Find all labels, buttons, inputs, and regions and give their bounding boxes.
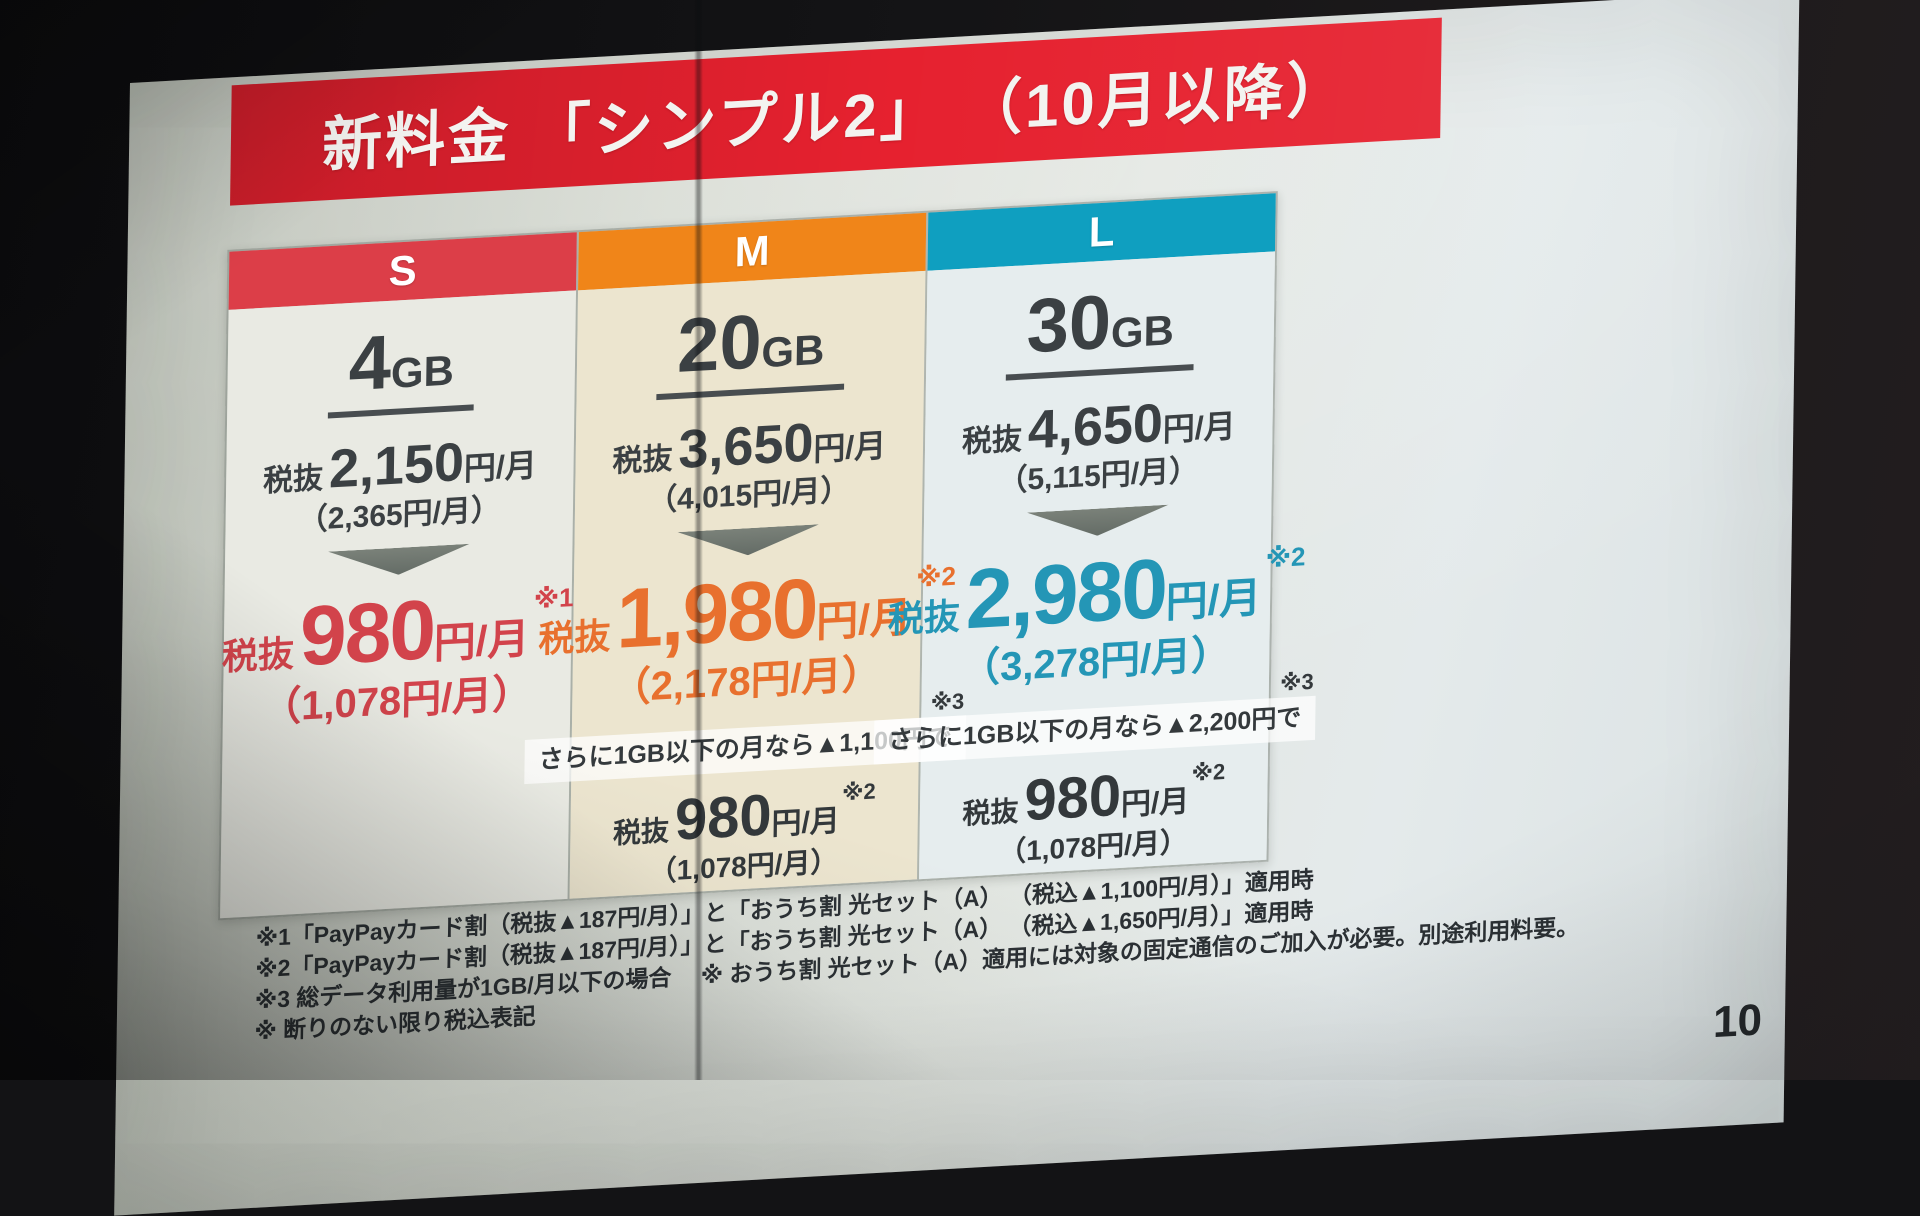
price-footnote-marker: ※1 [533,582,574,615]
per-month-label: 円/月 [1120,784,1190,822]
per-month-label: 円/月 [813,427,887,468]
plan-tier-label: S [388,246,418,295]
projection-screen: 新料金 「シンプル2」 （10月以降） S 4GB 税抜 2,150円/月 （2,… [114,0,1800,1216]
data-allowance: 30GB [1006,280,1195,381]
low-price-value: 980 [1024,762,1122,833]
old-price-tax-incl: （5,115円/月） [997,453,1200,499]
price-footnote-marker: ※2 [841,777,876,805]
plan-column-l: L 30GB 税抜 4,650円/月 （5,115円/月） 税抜2,980円/月※… [873,193,1316,880]
per-month-label: 円/月 [463,446,537,488]
plan-body-m: 20GB 税抜 3,650円/月 （4,015円/月） 税抜1,980円/月※2 … [524,270,967,899]
data-amount: 30 [1026,279,1112,370]
page-number: 10 [1712,995,1763,1048]
tax-excl-label: 税抜 [962,795,1019,830]
new-price-value: 980 [299,581,435,684]
tax-excl-label: 税抜 [961,422,1023,460]
low-usage-price: 税抜980円/月※2 [612,777,876,853]
new-price-value: 1,980 [615,560,818,666]
band-footnote-marker: ※3 [1279,668,1314,696]
tax-excl-label: 税抜 [262,461,324,499]
old-price: 税抜 4,650円/月 [962,392,1236,461]
old-price: 税抜 3,650円/月 [612,411,886,480]
tax-excl-label: 税抜 [887,595,961,641]
plan-body-l: 30GB 税抜 4,650円/月 （5,115円/月） 税抜2,980円/月※2 … [873,251,1316,880]
band-footnote-marker: ※3 [930,688,965,716]
old-price-value: 2,150 [328,431,465,500]
data-unit: GB [390,346,455,397]
price-footnote-marker: ※2 [1265,541,1306,574]
plan-column-s: S 4GB 税抜 2,150円/月 （2,365円/月） 税抜980円/月※1 （… [220,232,577,919]
price-footnote-marker: ※2 [1191,758,1226,786]
screen-seam [694,0,703,1080]
plan-column-m: M 20GB 税抜 3,650円/月 （4,015円/月） 税抜1,980円/月※… [524,212,967,899]
new-price: 税抜980円/月※1 [221,579,574,684]
low-usage-price: 税抜980円/月※2 [962,758,1226,833]
data-allowance: 20GB [656,299,846,401]
per-month-label: 円/月 [433,614,530,667]
low-price-tax-incl: （1,078円/月） [998,825,1189,868]
old-price: 税抜 2,150円/月 [263,431,537,500]
data-unit: GB [1110,306,1175,357]
new-price-value: 2,980 [965,540,1167,647]
data-allowance: 4GB [328,319,475,419]
low-price-tax-incl: （1,078円/月） [648,845,839,887]
plan-tier-label: M [734,226,770,276]
plan-table: S 4GB 税抜 2,150円/月 （2,365円/月） 税抜980円/月※1 （… [218,191,1316,921]
tax-excl-label: 税抜 [612,442,673,479]
old-price-value: 4,650 [1027,392,1164,461]
plan-tier-label: L [1088,207,1115,256]
tax-excl-label: 税抜 [538,615,611,661]
tax-excl-label: 税抜 [612,814,670,849]
down-arrow-icon [1027,505,1169,540]
slide-photo: 新料金 「シンプル2」 （10月以降） S 4GB 税抜 2,150円/月 （2,… [0,0,1920,1080]
data-amount: 20 [676,299,763,389]
per-month-label: 円/月 [1162,407,1236,448]
per-month-label: 円/月 [1165,573,1262,627]
price-footnote-marker: ※2 [916,560,957,593]
low-price-value: 980 [674,781,773,853]
slide-title: 新料金 「シンプル2」 （10月以降） [321,54,1350,179]
new-price: 税抜2,980円/月※2 [888,538,1306,646]
tax-excl-label: 税抜 [221,632,295,678]
per-month-label: 円/月 [771,803,840,841]
down-arrow-icon [328,544,470,579]
title-banner: 新料金 「シンプル2」 （10月以降） [230,17,1442,206]
data-unit: GB [761,325,825,377]
data-amount: 4 [348,319,392,408]
plan-body-s: 4GB 税抜 2,150円/月 （2,365円/月） 税抜980円/月※1 （1,… [220,290,577,919]
